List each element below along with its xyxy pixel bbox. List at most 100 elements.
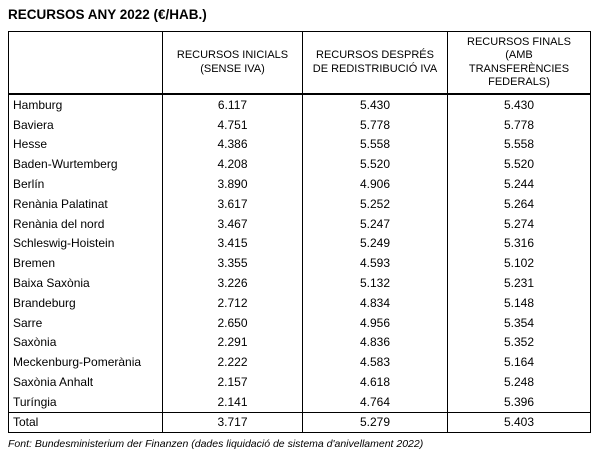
cell-recursos-inicials: 2.141 (162, 391, 303, 413)
table-row: Bremen 3.355 4.593 5.102 (8, 253, 591, 274)
cell-recursos-inicials: 2.291 (162, 332, 303, 353)
header-line: TRANSFERÈNCIES (468, 62, 570, 75)
row-label: Hesse (8, 134, 163, 155)
cell-recursos-inicials: 4.208 (162, 154, 303, 175)
cell-recursos-inicials: 4.751 (162, 114, 303, 135)
header-line: DE REDISTRIBUCIÓ IVA (312, 62, 438, 75)
cell-recursos-inicials: 3.355 (162, 253, 303, 274)
cell-recursos-finals: 5.396 (447, 391, 591, 413)
header-line: RECURSOS INICIALS (176, 49, 289, 61)
table-row: Baden-Wurtemberg 4.208 5.520 5.520 (8, 154, 591, 175)
row-label: Brandeburg (8, 292, 163, 313)
row-label: Hamburg (8, 94, 163, 115)
header-line: RECURSOS FINALS (467, 35, 571, 48)
cell-recursos-finals: 5.264 (447, 193, 591, 214)
cell-recursos-finals: 5.248 (447, 372, 591, 392)
row-label: Schleswig-Hoistein (8, 233, 163, 254)
table-row: Baviera 4.751 5.778 5.778 (8, 114, 591, 135)
col-header-recursos-despres: RECURSOS DESPRÉS DE REDISTRIBUCIÓ IVA (302, 31, 448, 95)
cell-recursos-inicials: 2.712 (162, 292, 303, 313)
cell-recursos-inicials: 3.226 (162, 273, 303, 293)
cell-recursos-inicials: 3.467 (162, 213, 303, 234)
row-label: Berlín (8, 174, 163, 194)
cell-recursos-finals: 5.354 (447, 312, 591, 333)
table-row: Renània Palatinat 3.617 5.252 5.264 (8, 193, 591, 214)
row-label: Renània del nord (8, 213, 163, 234)
total-row: Total 3.717 5.279 5.403 (8, 411, 591, 433)
table-row: Brandeburg 2.712 4.834 5.148 (8, 292, 591, 313)
cell-recursos-inicials: 2.222 (162, 352, 303, 373)
table-body: Hamburg 6.117 5.430 5.430 Baviera 4.751 … (8, 94, 591, 413)
header-line: FEDERALS) (488, 76, 550, 88)
row-label: Saxònia (8, 332, 163, 353)
cell-recursos-despres: 5.430 (302, 94, 448, 115)
header-row: RECURSOS INICIALS (SENSE IVA) RECURSOS D… (8, 31, 591, 95)
cell-recursos-despres: 4.764 (302, 391, 448, 413)
cell-recursos-despres: 5.252 (302, 193, 448, 214)
cell-recursos-inicials: 2.650 (162, 312, 303, 333)
cell-recursos-finals: 5.274 (447, 213, 591, 234)
cell-recursos-finals: 5.164 (447, 352, 591, 373)
cell-recursos-despres: 5.778 (302, 114, 448, 135)
cell-recursos-inicials: 3.617 (162, 193, 303, 214)
table-row: Turíngia 2.141 4.764 5.396 (8, 391, 591, 413)
cell-recursos-despres: 4.834 (302, 292, 448, 313)
cell-recursos-finals: 5.558 (447, 134, 591, 155)
row-label: Saxònia Anhalt (8, 372, 163, 392)
table-row: Saxònia Anhalt 2.157 4.618 5.248 (8, 372, 591, 392)
cell-recursos-despres: 4.906 (302, 174, 448, 194)
cell-recursos-finals: 5.148 (447, 292, 591, 313)
cell-recursos-despres: 5.520 (302, 154, 448, 175)
table-row: Saxònia 2.291 4.836 5.352 (8, 332, 591, 353)
cell-recursos-finals: 5.244 (447, 174, 591, 194)
page-title: RECURSOS ANY 2022 (€/HAB.) (8, 7, 207, 22)
table-footer: Total 3.717 5.279 5.403 (8, 411, 591, 433)
header-line: (SENSE IVA) (200, 62, 265, 75)
row-label: Baden-Wurtemberg (8, 154, 163, 175)
cell-recursos-finals: 5.520 (447, 154, 591, 175)
total-label: Total (8, 411, 163, 433)
table-row: Baixa Saxònia 3.226 5.132 5.231 (8, 273, 591, 293)
cell-recursos-finals: 5.231 (447, 273, 591, 293)
row-label: Renània Palatinat (8, 193, 163, 214)
table-row: Schleswig-Hoistein 3.415 5.249 5.316 (8, 233, 591, 254)
cell-recursos-finals: 5.352 (447, 332, 591, 353)
row-label: Baixa Saxònia (8, 273, 163, 293)
row-label: Meckenburg-Pomerània (8, 352, 163, 373)
cell-recursos-despres: 4.836 (302, 332, 448, 353)
cell-recursos-inicials: 2.157 (162, 372, 303, 392)
cell-recursos-inicials: 4.386 (162, 134, 303, 155)
table-row: Renània del nord 3.467 5.247 5.274 (8, 213, 591, 234)
cell-recursos-despres: 5.247 (302, 213, 448, 234)
cell-recursos-finals: 5.778 (447, 114, 591, 135)
cell-recursos-inicials: 3.415 (162, 233, 303, 254)
corner-cell (8, 31, 163, 95)
col-header-recursos-inicials: RECURSOS INICIALS (SENSE IVA) (162, 31, 303, 95)
table-row: Berlín 3.890 4.906 5.244 (8, 174, 591, 194)
header-line: RECURSOS DESPRÉS (316, 49, 434, 61)
header-line: (AMB (505, 49, 533, 61)
row-label: Turíngia (8, 391, 163, 413)
row-label: Sarre (8, 312, 163, 333)
cell-recursos-despres: 4.618 (302, 372, 448, 392)
resources-table: RECURSOS INICIALS (SENSE IVA) RECURSOS D… (8, 31, 591, 433)
row-label: Baviera (8, 114, 163, 135)
table-row: Meckenburg-Pomerània 2.222 4.583 5.164 (8, 352, 591, 373)
table-header: RECURSOS INICIALS (SENSE IVA) RECURSOS D… (8, 31, 591, 95)
total-value-inicials: 3.717 (162, 411, 303, 433)
table-row: Hesse 4.386 5.558 5.558 (8, 134, 591, 155)
cell-recursos-despres: 4.593 (302, 253, 448, 274)
cell-recursos-inicials: 6.117 (162, 94, 303, 115)
total-value-despres: 5.279 (302, 411, 448, 433)
table-row: Sarre 2.650 4.956 5.354 (8, 312, 591, 333)
source-footnote: Font: Bundesministerium der Finanzen (da… (8, 437, 424, 450)
total-value-finals: 5.403 (447, 411, 591, 433)
table-row: Hamburg 6.117 5.430 5.430 (8, 94, 591, 115)
cell-recursos-despres: 5.558 (302, 134, 448, 155)
cell-recursos-despres: 5.249 (302, 233, 448, 254)
cell-recursos-despres: 4.956 (302, 312, 448, 333)
cell-recursos-despres: 5.132 (302, 273, 448, 293)
cell-recursos-finals: 5.316 (447, 233, 591, 254)
cell-recursos-inicials: 3.890 (162, 174, 303, 194)
